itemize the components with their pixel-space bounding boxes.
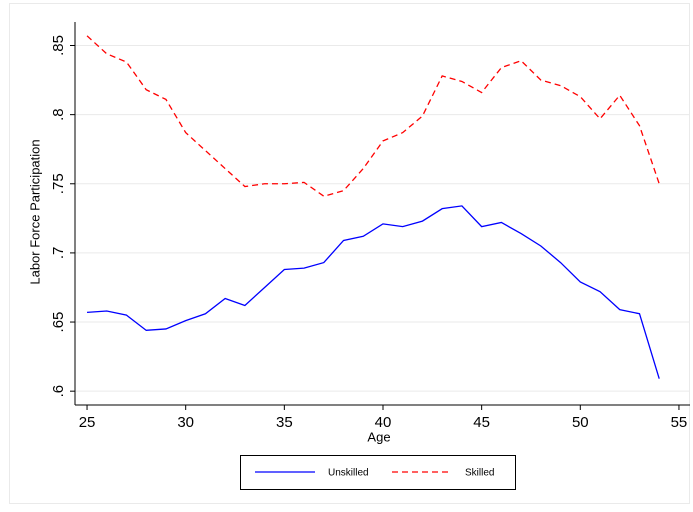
y-tick-label: .85 bbox=[50, 35, 67, 56]
chart-frame bbox=[9, 3, 690, 504]
x-tick-label: 40 bbox=[375, 414, 392, 431]
x-tick-label: 50 bbox=[572, 414, 589, 431]
series-line bbox=[86, 35, 660, 197]
y-tick-label: .6 bbox=[50, 385, 67, 398]
y-axis-label: Labor Force Participation bbox=[27, 139, 42, 284]
y-tick-label: .65 bbox=[50, 312, 67, 333]
x-tick-label: 45 bbox=[473, 414, 490, 431]
x-tick-label: 25 bbox=[79, 414, 96, 431]
y-tick-label: .75 bbox=[50, 173, 67, 194]
x-tick-label: 30 bbox=[177, 414, 194, 431]
legend-label: Skilled bbox=[465, 468, 494, 479]
y-tick-label: .7 bbox=[50, 247, 67, 260]
y-tick-label: .8 bbox=[50, 108, 67, 121]
series-line bbox=[86, 205, 660, 379]
legend-label: Unskilled bbox=[328, 468, 369, 479]
x-tick-label: 55 bbox=[671, 414, 688, 431]
x-tick-label: 35 bbox=[276, 414, 293, 431]
x-axis-label: Age bbox=[367, 429, 390, 444]
